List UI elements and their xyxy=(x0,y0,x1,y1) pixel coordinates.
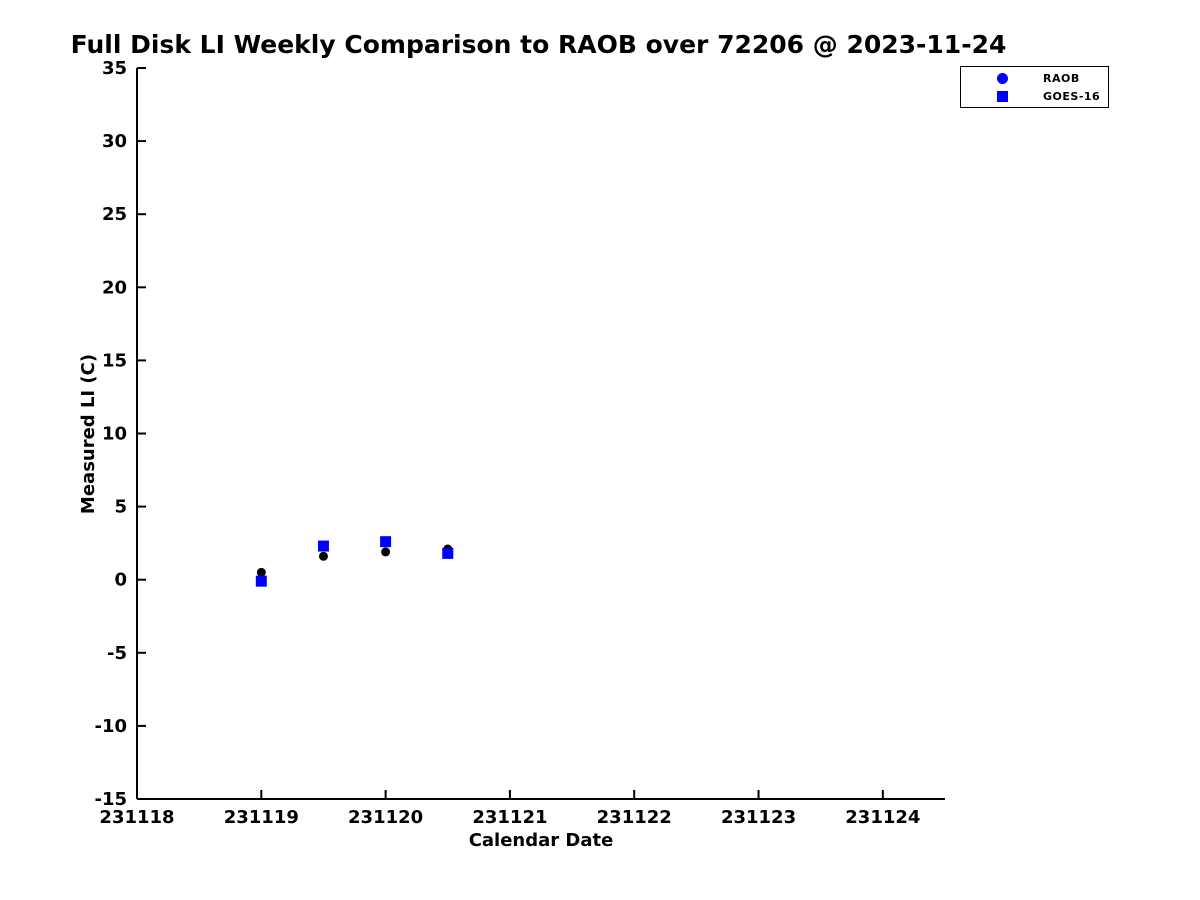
data-point-goes-16 xyxy=(380,536,392,548)
x-tick-label: 231120 xyxy=(348,807,423,828)
y-tick-label: 5 xyxy=(114,497,127,518)
y-tick-label: 35 xyxy=(102,58,127,79)
data-point-goes-16 xyxy=(317,540,329,552)
x-tick-label: 231118 xyxy=(99,807,174,828)
legend-item-raob: RAOB xyxy=(961,70,1108,87)
legend-label-goes16: GOES-16 xyxy=(1043,90,1101,103)
x-tick-label: 231122 xyxy=(597,807,672,828)
y-tick-label: -15 xyxy=(94,789,127,810)
data-point-raob xyxy=(256,567,266,577)
x-tick-label: 231119 xyxy=(224,807,299,828)
x-tick-label: 231124 xyxy=(845,807,920,828)
legend: RAOB GOES-16 xyxy=(960,66,1109,108)
raob-circle-icon xyxy=(997,73,1008,84)
y-axis-label: Measured LI (C) xyxy=(78,353,99,515)
data-point-raob xyxy=(381,547,391,557)
y-tick-label: 25 xyxy=(102,204,127,225)
legend-label-raob: RAOB xyxy=(1043,72,1080,85)
data-point-goes-16 xyxy=(442,547,454,559)
y-tick-label: 30 xyxy=(102,131,127,152)
chart-title: Full Disk LI Weekly Comparison to RAOB o… xyxy=(70,30,1007,59)
x-tick-label: 231123 xyxy=(721,807,796,828)
y-tick-label: -10 xyxy=(94,716,127,737)
data-point-raob xyxy=(318,551,328,561)
y-tick-label: -5 xyxy=(107,643,127,664)
y-tick-label: 15 xyxy=(102,350,127,371)
x-tick-label: 231121 xyxy=(472,807,547,828)
y-tick-label: 20 xyxy=(102,277,127,298)
goes16-square-icon xyxy=(997,91,1008,102)
x-axis-label: Calendar Date xyxy=(468,830,614,851)
y-tick-label: 0 xyxy=(114,570,127,591)
y-tick-label: 10 xyxy=(102,424,127,445)
legend-item-goes16: GOES-16 xyxy=(961,88,1108,105)
data-point-goes-16 xyxy=(255,575,267,587)
